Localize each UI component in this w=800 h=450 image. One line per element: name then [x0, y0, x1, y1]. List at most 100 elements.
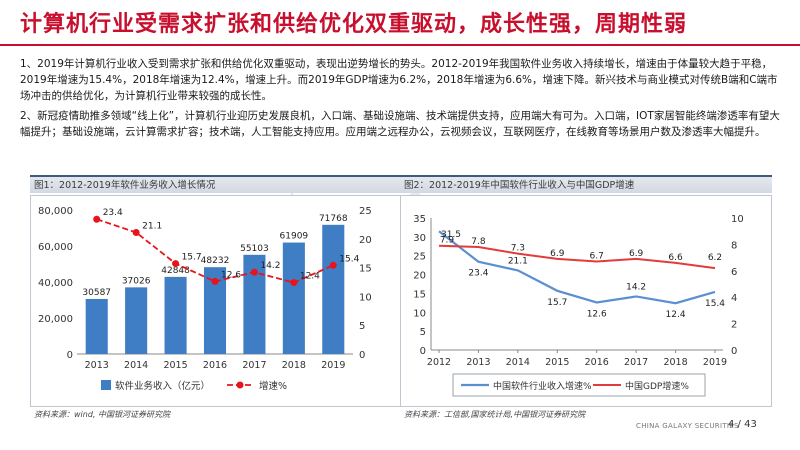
chart-1-y-tick-right: 25	[359, 206, 372, 217]
chart-2-y-tick-right: 0	[731, 346, 737, 357]
chart-2-gdp-label: 6.2	[708, 253, 722, 263]
chart-1-bar	[243, 254, 266, 354]
chart-1-bar-label: 55103	[240, 244, 269, 254]
chart-2-svg: 0 5 10 15 20 25 30 35 0 2 4 6 8 10 2012 2013 2014 2015 201…	[413, 214, 744, 397]
page-number: 4 / 43	[728, 419, 757, 430]
footer-brand: CHINA GALAXY SECURITIES	[636, 422, 739, 430]
chart-1-bar	[125, 287, 148, 354]
chart-2-gdp-label: 7.3	[511, 244, 525, 254]
chart-1-y-tick-left: 80,000	[38, 206, 73, 217]
chart-2-gdp-label: 6.9	[550, 249, 565, 259]
chart-2-y-tick-left: 25	[413, 252, 426, 263]
chart-1-growth-label: 15.7	[182, 253, 202, 263]
chart-2-x-tick: 2014	[506, 357, 530, 368]
chart-2-y-tick-left: 15	[413, 289, 426, 300]
chart-2-y-tick-left: 0	[420, 346, 426, 357]
chart-1-growth-label: 12.4	[300, 272, 320, 282]
chart-2-gdp-line	[438, 244, 716, 270]
chart-1-growth-point	[290, 279, 298, 287]
chart-1-y-tick-left: 60,000	[38, 242, 73, 253]
chart-1-x-tick: 2019	[321, 360, 345, 371]
chart-1-bar	[85, 298, 108, 354]
chart-1-y-tick-right: 10	[359, 292, 372, 303]
chart-2-software-label: 23.4	[468, 269, 488, 279]
title-divider	[0, 44, 800, 46]
chart-2-software-label: 14.2	[626, 282, 646, 292]
chart-2-gdp-label: 6.7	[590, 252, 604, 262]
chart-2-x-tick: 2012	[427, 357, 451, 368]
chart-panel-1: 图1：2012-2019年软件业务收入增长情况 0 20,000 40,000 60,…	[30, 175, 402, 427]
chart-1-bar	[322, 224, 345, 354]
chart-1-growth-point	[93, 215, 101, 223]
chart-1-x-tick: 2017	[242, 360, 266, 371]
chart-1-x-tick: 2018	[282, 360, 306, 371]
chart-2-software-label: 15.7	[547, 298, 567, 308]
chart-2-software-label: 21.1	[508, 256, 528, 266]
chart-1-growth-label: 14.2	[260, 261, 280, 271]
chart-2-software-label: 12.4	[666, 310, 686, 320]
chart-1-legend-label: 增速%	[259, 380, 287, 392]
chart-2-y-tick-left: 10	[413, 308, 426, 319]
chart-1-bar	[203, 267, 227, 354]
chart-1-bar-label: 37026	[122, 276, 151, 286]
chart-1-bar-label: 61909	[280, 232, 309, 242]
chart-2-x-tick: 2019	[703, 357, 727, 368]
chart-1-legend-marker	[236, 381, 244, 389]
chart-1-legend-label: 软件业务收入（亿元）	[115, 380, 210, 392]
chart-2-y-tick-left: 30	[413, 233, 426, 244]
paragraph-1: 1、2019年计算机行业收入受到需求扩张和供给优化双重驱动，表现出逆势增长的势头…	[20, 58, 778, 102]
chart-2-y-tick-left: 20	[413, 271, 426, 282]
chart-1-growth-label: 23.4	[103, 208, 123, 218]
chart-1-growth-point	[250, 268, 258, 276]
chart-2-software-line	[438, 230, 716, 305]
chart-1-x-tick: 2015	[163, 360, 187, 371]
chart-2-legend-label: 中国软件行业收入增速%	[493, 380, 592, 392]
chart-2-x-tick: 2015	[545, 357, 569, 368]
chart-2-title: 图2：2012-2019年中国软件行业收入与中国GDP增速	[400, 175, 772, 193]
chart-1-y-tick-left: 40,000	[38, 278, 73, 289]
chart-2-y-tick-left: 5	[420, 327, 426, 338]
chart-2-y-tick-right: 4	[731, 293, 737, 304]
chart-1-bar	[282, 242, 305, 354]
chart-2-y-tick-left: 35	[413, 214, 426, 225]
chart-2-y-tick-right: 6	[731, 267, 737, 278]
chart-2-gdp-label: 6.6	[668, 253, 683, 263]
chart-1-growth-label: 15.4	[339, 254, 359, 264]
chart-2-x-tick: 2013	[466, 357, 490, 368]
chart-2-x-tick: 2017	[624, 357, 648, 368]
chart-2-gdp-label: 6.9	[629, 249, 644, 259]
chart-panel-2: 图2：2012-2019年中国软件行业收入与中国GDP增速 0 5 10 15 20 25…	[400, 175, 772, 427]
chart-2-y-tick-right: 10	[731, 214, 744, 225]
chart-1-title: 图1：2012-2019年软件业务收入增长情况	[30, 175, 402, 193]
chart-2-y-tick-right: 2	[731, 320, 737, 331]
chart-2-gdp-label: 7.9	[440, 236, 455, 246]
chart-1-y-tick-right: 15	[359, 264, 372, 275]
chart-1-bar-label: 48232	[201, 256, 230, 266]
chart-2-software-label: 31.5	[441, 230, 461, 240]
chart-1-source: 资料来源：wind, 中国银河证券研究院	[34, 410, 170, 419]
paragraph-2: 2、新冠疫情助推多领域“线上化”，计算机行业迎历史发展良机，入口端、基础设施端、…	[20, 110, 780, 138]
chart-2-x-tick: 2016	[585, 357, 609, 368]
chart-1-x-tick: 2013	[85, 360, 109, 371]
chart-1-x-tick: 2016	[203, 360, 227, 371]
chart-2-legend-box	[452, 373, 706, 397]
chart-1-growth-point	[211, 277, 219, 285]
chart-2-software-label: 12.6	[587, 309, 607, 319]
chart-2-x-tick: 2018	[663, 357, 687, 368]
chart-1-bar-label: 71768	[319, 214, 348, 224]
chart-1-x-tick: 2014	[124, 360, 148, 371]
chart-1-bar-label: 42848	[161, 266, 190, 276]
chart-1-bar	[164, 276, 187, 354]
chart-2-y-tick-right: 8	[731, 240, 737, 251]
page-title: 计算机行业受需求扩张和供给优化双重驱动，成长性强，周期性弱	[20, 12, 688, 37]
chart-2-software-label: 15.4	[705, 299, 725, 309]
chart-1-frame: 0 20,000 40,000 60,000 80,000 0 5 10 15 20 25 30587…	[30, 195, 402, 407]
chart-1-y-tick-left: 20,000	[38, 314, 73, 325]
chart-1-growth-label: 12.6	[221, 270, 241, 280]
chart-1-growth-label: 21.1	[142, 221, 162, 231]
chart-1-y-tick-right: 0	[359, 350, 365, 361]
chart-1-growth-point	[172, 260, 180, 268]
chart-2-frame: 0 5 10 15 20 25 30 35 0 2 4 6 8 10 2012 2013 2014 2015 201…	[400, 195, 772, 407]
chart-1-legend-swatch-bar	[101, 380, 111, 390]
chart-1-y-tick-right: 5	[359, 321, 365, 332]
